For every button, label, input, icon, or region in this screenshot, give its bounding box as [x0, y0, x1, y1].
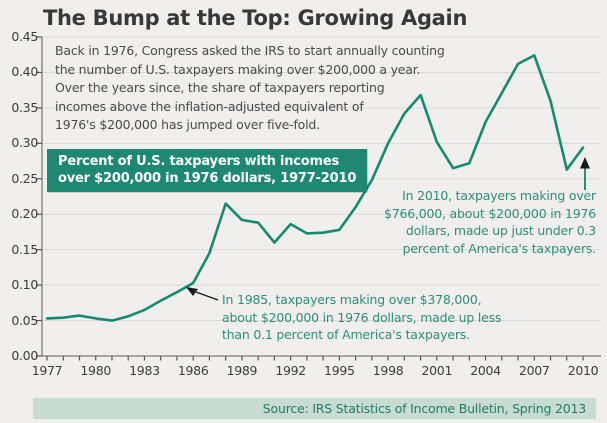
intro-line: Back in 1976, Congress asked the IRS to … — [55, 43, 445, 58]
annotation-line: dollars, made up just under 0.3 — [405, 223, 596, 238]
x-axis-label: 1998 — [372, 363, 404, 378]
intro-line: Over the years since, the share of taxpa… — [55, 80, 385, 96]
y-axis-label: 0.05 — [11, 312, 38, 328]
x-axis-label: 1983 — [129, 363, 160, 378]
y-axis-label: 0.15 — [11, 241, 38, 257]
x-axis-label: 2004 — [470, 363, 501, 378]
intro-line: the number of U.S. taxpayers making over… — [55, 61, 421, 77]
annotation-line: percent of America's taxpayers. — [402, 240, 597, 256]
x-axis-label: 1989 — [226, 363, 258, 378]
arrow-1985-head — [186, 287, 198, 296]
y-axis-label: 0.30 — [11, 135, 38, 151]
arrow-1985-shaft — [195, 291, 219, 301]
x-axis-label: 2007 — [518, 363, 550, 378]
series-label-line: Percent of U.S. taxpayers with incomes — [58, 154, 340, 169]
annotation-line: than 0.1 percent of America's taxpayers. — [222, 327, 470, 342]
y-axis-label: 0.25 — [11, 170, 38, 186]
annotation-1985: In 1985, taxpayers making over $378,000,… — [222, 291, 501, 344]
y-axis-label: 0.00 — [11, 348, 38, 363]
x-axis-label: 1977 — [31, 363, 63, 378]
y-axis-label: 0.45 — [11, 29, 38, 44]
chart-title: The Bump at the Top: Growing Again — [43, 6, 468, 30]
x-axis-label: 1986 — [177, 363, 209, 378]
y-axis-label: 0.35 — [11, 99, 38, 115]
y-axis-label: 0.40 — [11, 64, 38, 80]
x-axis-label: 2010 — [567, 363, 599, 378]
annotation-2010: In 2010, taxpayers making over $766,000,… — [384, 187, 596, 257]
annotation-line: $766,000, about $200,000 in 1976 — [383, 205, 596, 221]
annotation-line: In 1985, taxpayers making over $378,000, — [222, 292, 482, 307]
annotation-line: In 2010, taxpayers making over — [402, 188, 596, 203]
arrow-2010-head — [580, 157, 590, 169]
series-label-box: Percent of U.S. taxpayers with incomes o… — [47, 149, 368, 192]
intro-line: 1976's $200,000 has jumped over five-fol… — [55, 117, 320, 133]
annotation-line: about $200,000 in 1976 dollars, made up … — [222, 309, 502, 325]
intro-line: incomes above the inflation-adjusted equ… — [55, 98, 364, 114]
y-axis-label: 0.10 — [11, 277, 38, 293]
x-axis-label: 1995 — [324, 363, 355, 378]
source-bar: Source: IRS Statistics of Income Bulleti… — [33, 398, 596, 419]
x-axis-label: 2001 — [421, 363, 453, 378]
x-axis-label: 1992 — [275, 363, 306, 378]
x-axis-label: 1980 — [80, 363, 112, 378]
intro-paragraph: Back in 1976, Congress asked the IRS to … — [55, 42, 445, 135]
y-axis-label: 0.20 — [11, 206, 38, 222]
series-label-line: over $200,000 in 1976 dollars, 1977-2010 — [58, 171, 357, 186]
